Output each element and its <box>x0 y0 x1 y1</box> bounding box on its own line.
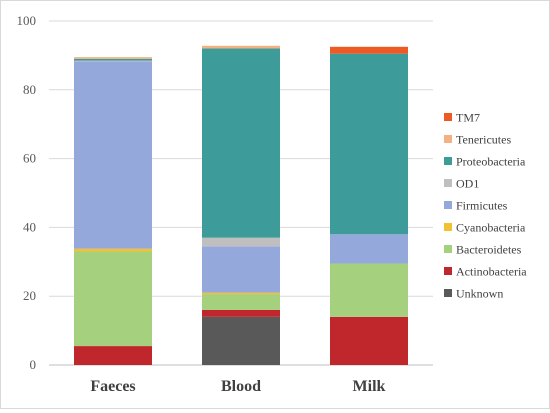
legend-swatch <box>444 267 452 275</box>
legend-label: Actinobacteria <box>456 265 527 279</box>
legend-label: Bacteroidetes <box>456 243 522 257</box>
bar-segment-tenericutes <box>202 45 280 49</box>
y-tick-label: 40 <box>23 219 36 234</box>
legend-swatch <box>444 135 452 143</box>
legend-item: Firmicutes <box>444 199 508 213</box>
legend-swatch <box>444 157 452 165</box>
bar-segment-firmicutes <box>202 246 280 293</box>
bar-segment-proteobacteria <box>202 48 280 238</box>
legend-label: Tenericutes <box>456 133 511 147</box>
legend-item: Cyanobacteria <box>444 221 526 235</box>
y-tick-label: 0 <box>30 357 37 372</box>
bar-segment-proteobacteria <box>330 53 408 235</box>
legend-item: TM7 <box>444 111 480 125</box>
legend-swatch <box>444 245 452 253</box>
legend-swatch <box>444 201 452 209</box>
bar-segment-firmicutes <box>74 61 152 249</box>
bar-segment-tenericutes <box>74 57 152 59</box>
bar-segment-od1 <box>202 237 280 247</box>
y-tick-label: 100 <box>17 13 37 28</box>
legend-swatch <box>444 223 452 231</box>
legend-swatch <box>444 113 452 121</box>
bar-segment-od1 <box>74 60 152 62</box>
x-category-label: Faeces <box>90 378 135 395</box>
bar-segment-actinobacteria <box>330 316 408 365</box>
bar-segment-tm7 <box>330 46 408 54</box>
bar-segment-bacteroidetes <box>202 294 280 310</box>
bar-segment-cyanobacteria <box>74 248 152 252</box>
bar-segment-bacteroidetes <box>330 263 408 317</box>
bar-segment-unknown <box>202 316 280 365</box>
y-axis-tick-labels: 0 20 40 60 80 100 <box>17 13 37 372</box>
legend-label: Cyanobacteria <box>456 221 526 235</box>
legend-swatch <box>444 179 452 187</box>
legend: TM7 Tenericutes Proteobacteria OD1 Firmicute… <box>444 111 527 301</box>
legend-item: Bacteroidetes <box>444 243 522 257</box>
x-category-label: Blood <box>221 378 261 395</box>
bar-segment-proteobacteria <box>74 58 152 61</box>
bar-segment-firmicutes <box>330 234 408 264</box>
bars <box>74 45 408 365</box>
bar-segment-actinobacteria <box>74 346 152 365</box>
bar-segment-bacteroidetes <box>74 251 152 347</box>
legend-item: Proteobacteria <box>444 155 526 169</box>
legend-label: Firmicutes <box>456 199 508 213</box>
x-axis-category-labels: Faeces Blood Milk <box>90 378 385 395</box>
legend-item: Unknown <box>444 287 503 301</box>
legend-item: Tenericutes <box>444 133 511 147</box>
legend-item: Actinobacteria <box>444 265 527 279</box>
y-tick-label: 80 <box>23 82 36 97</box>
legend-label: Unknown <box>456 287 503 301</box>
y-tick-label: 60 <box>23 151 36 166</box>
legend-label: OD1 <box>456 177 479 191</box>
x-category-label: Milk <box>353 378 386 395</box>
legend-label: Proteobacteria <box>456 155 526 169</box>
legend-label: TM7 <box>456 111 480 125</box>
y-tick-label: 20 <box>23 288 36 303</box>
legend-item: OD1 <box>444 177 479 191</box>
bar-segment-actinobacteria <box>202 309 280 317</box>
bar-segment-cyanobacteria <box>202 292 280 295</box>
legend-swatch <box>444 289 452 297</box>
